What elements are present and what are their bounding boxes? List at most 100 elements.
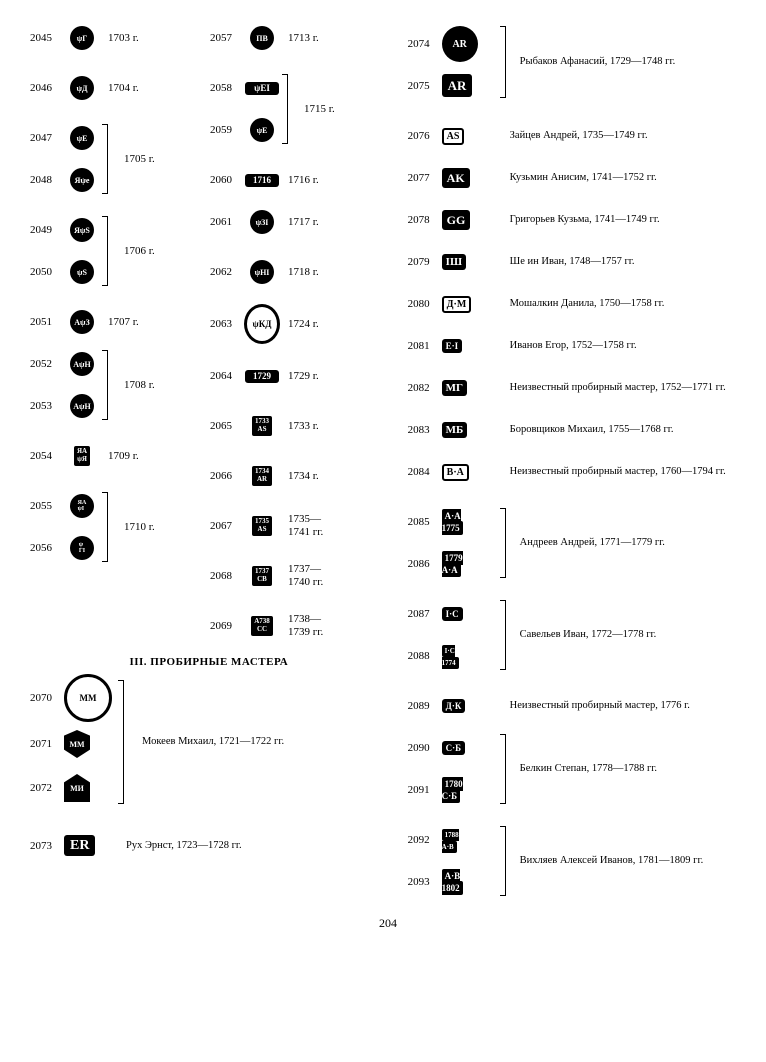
entry-2065: 2065 1733 AS 1733 г. <box>210 408 380 444</box>
hallmark-icon: I·С <box>442 607 463 621</box>
hallmark-icon: Д·М <box>442 296 472 313</box>
hallmark-icon: Д·К <box>442 699 466 713</box>
hallmark-icon: ЯА ψЯ <box>74 446 90 465</box>
hallmark-icon: МИ <box>64 774 90 802</box>
hallmark-icon: ψКД <box>244 304 280 344</box>
entry-2063: 2063 ψКД 1724 г. <box>210 304 380 344</box>
group-belkin: 2090 С·Б 2091 1780 С·Б Белкин Степан, 17… <box>408 730 746 808</box>
entry-2076: 2076 AS Зайцев Андрей, 1735—1749 гг. <box>408 118 746 154</box>
bracket-icon <box>282 74 288 144</box>
column-1: 2045 ψГ 1703 г. 2046 ψД 1704 г. 2047 ψЕ <box>30 20 198 644</box>
hallmark-icon: С·Б <box>442 741 465 755</box>
hallmark-icon: 1788 А·В <box>442 829 459 853</box>
hallmark-icon: ЯА ψI <box>70 494 94 518</box>
entry-2078: 2078 GG Григорьев Кузьма, 1741—1749 гг. <box>408 202 746 238</box>
entry-num: 2045 <box>30 32 64 44</box>
hallmark-icon: ψД <box>70 76 94 100</box>
hallmark-icon: ММ <box>64 730 90 758</box>
entry-2082: 2082 МГ Неизвестный пробирный мастер, 17… <box>408 370 746 406</box>
hallmark-icon: IШ <box>442 254 466 270</box>
entry-2077: 2077 AK Кузьмин Анисим, 1741—1752 гг. <box>408 160 746 196</box>
hallmark-icon: 1737 СВ <box>252 566 272 585</box>
column-2: 2057 ПВ 1713 г. 2058 ψEI 2059 ψE <box>210 20 380 644</box>
entry-2045: 2045 ψГ 1703 г. <box>30 20 198 56</box>
entry-2051: 2051 АψЗ 1707 г. <box>30 304 198 340</box>
page-layout: 2045 ψГ 1703 г. 2046 ψД 1704 г. 2047 ψЕ <box>30 20 746 900</box>
bracket-icon <box>500 734 506 804</box>
entry-2068: 2068 1737 СВ 1737— 1740 гг. <box>210 558 380 594</box>
hallmark-icon: AR <box>442 74 473 97</box>
group-1705: 2047 ψЕ 2048 Яψе 1705 г. <box>30 120 198 198</box>
section-title: III. ПРОБИРНЫЕ МАСТЕРА <box>30 656 388 668</box>
entry-2079: 2079 IШ Ше ин Иван, 1748—1757 гг. <box>408 244 746 280</box>
hallmark-icon: АψН <box>70 352 94 376</box>
bracket-icon <box>102 124 108 194</box>
entry-2054: 2054 ЯА ψЯ 1709 г. <box>30 438 198 474</box>
bracket-icon <box>102 350 108 420</box>
entry-year: 1703 г. <box>108 32 139 44</box>
entry-2069: 2069 А738 СС 1738— 1739 гг. <box>210 608 380 644</box>
bracket-icon <box>500 508 506 578</box>
hallmark-icon: ψE <box>250 118 274 142</box>
hallmark-icon: ψНI <box>250 260 274 284</box>
entry-2060: 2060 1716 1716 г. <box>210 162 380 198</box>
hallmark-icon: 1733 AS <box>252 416 272 435</box>
entry-2064: 2064 1729 1729 г. <box>210 358 380 394</box>
bracket-icon <box>118 680 124 804</box>
entry-2081: 2081 Е·I Иванов Егор, 1752—1758 гг. <box>408 328 746 364</box>
hallmark-icon: ψЕ <box>70 126 94 150</box>
hallmark-icon: 1780 С·Б <box>442 777 463 803</box>
hallmark-icon: А738 СС <box>251 616 273 635</box>
entry-2046: 2046 ψД 1704 г. <box>30 70 198 106</box>
hallmark-icon: АψН <box>70 394 94 418</box>
bracket-icon <box>500 826 506 896</box>
hallmark-icon: А·В 1802 <box>442 869 463 895</box>
group-mokeev: 2070 ММ 2071 ММ 2072 МИ Мокеев Михаил, 1… <box>30 674 388 810</box>
hallmark-icon: ψS <box>70 260 94 284</box>
hallmark-icon: В·А <box>442 464 469 481</box>
hallmark-icon: 1779 А·А <box>442 551 463 577</box>
entry-2057: 2057 ПВ 1713 г. <box>210 20 380 56</box>
group-rybakov: 2074 AR 2075 AR Рыбаков Афанасий, 1729—1… <box>408 20 746 104</box>
group-vihlyaev: 2092 1788 А·В 2093 А·В 1802 Вихляев Алек… <box>408 822 746 900</box>
entry-2066: 2066 1734 AR 1734 г. <box>210 458 380 494</box>
hallmark-icon: AS <box>442 128 465 145</box>
bracket-icon <box>102 492 108 562</box>
entry-2073: 2073 ER Рух Эрнст, 1723—1728 гг. <box>30 824 388 868</box>
entry-2067: 2067 1735 AS 1735— 1741 гг. <box>210 508 380 544</box>
column-3: 2074 AR 2075 AR Рыбаков Афанасий, 1729—1… <box>408 20 746 900</box>
group-1710: 2055 ЯА ψI 2056 ψ ГI 1710 г. <box>30 488 198 566</box>
group-1706: 2049 ЯψS 2050 ψS 1706 г. <box>30 212 198 290</box>
hallmark-icon: Яψе <box>70 168 94 192</box>
hallmark-icon: Е·I <box>442 339 463 353</box>
hallmark-icon: МГ <box>442 380 467 396</box>
hallmark-icon: AK <box>442 168 470 188</box>
group-1715: 2058 ψEI 2059 ψE 1715 г. <box>210 70 380 148</box>
hallmark-icon: 1716 <box>245 174 279 187</box>
hallmark-icon: 1734 AR <box>252 466 272 485</box>
hallmark-icon: А·А 1775 <box>442 509 463 535</box>
bracket-icon <box>500 600 506 670</box>
entry-2084: 2084 В·А Неизвестный пробирный мастер, 1… <box>408 454 746 490</box>
bracket-icon <box>102 216 108 286</box>
hallmark-icon: ψЗI <box>250 210 274 234</box>
entry-2089: 2089 Д·К Неизвестный пробирный мастер, 1… <box>408 688 746 724</box>
hallmark-icon: ПВ <box>250 26 274 50</box>
hallmark-icon: I·С 1774 <box>442 645 459 669</box>
page-number: 204 <box>30 916 746 931</box>
hallmark-icon: МБ <box>442 422 468 438</box>
entry-2061: 2061 ψЗI 1717 г. <box>210 204 380 240</box>
hallmark-icon: АψЗ <box>70 310 94 334</box>
hallmark-icon: GG <box>442 210 471 230</box>
group-andreev: 2085 А·А 1775 2086 1779 А·А Андреев Андр… <box>408 504 746 582</box>
group-1708: 2052 АψН 2053 АψН 1708 г. <box>30 346 198 424</box>
entry-2080: 2080 Д·М Мошалкин Данила, 1750—1758 гг. <box>408 286 746 322</box>
hallmark-icon: ψ ГI <box>70 536 94 560</box>
hallmark-icon: 1729 <box>245 370 279 383</box>
hallmark-icon: ER <box>64 835 95 856</box>
hallmark-icon: ψEI <box>245 82 279 95</box>
group-savelev: 2087 I·С 2088 I·С 1774 Савельев Иван, 17… <box>408 596 746 674</box>
hallmark-icon: ЯψS <box>70 218 94 242</box>
hallmark-icon: AR <box>442 26 478 62</box>
hallmark-icon: ММ <box>64 674 112 722</box>
